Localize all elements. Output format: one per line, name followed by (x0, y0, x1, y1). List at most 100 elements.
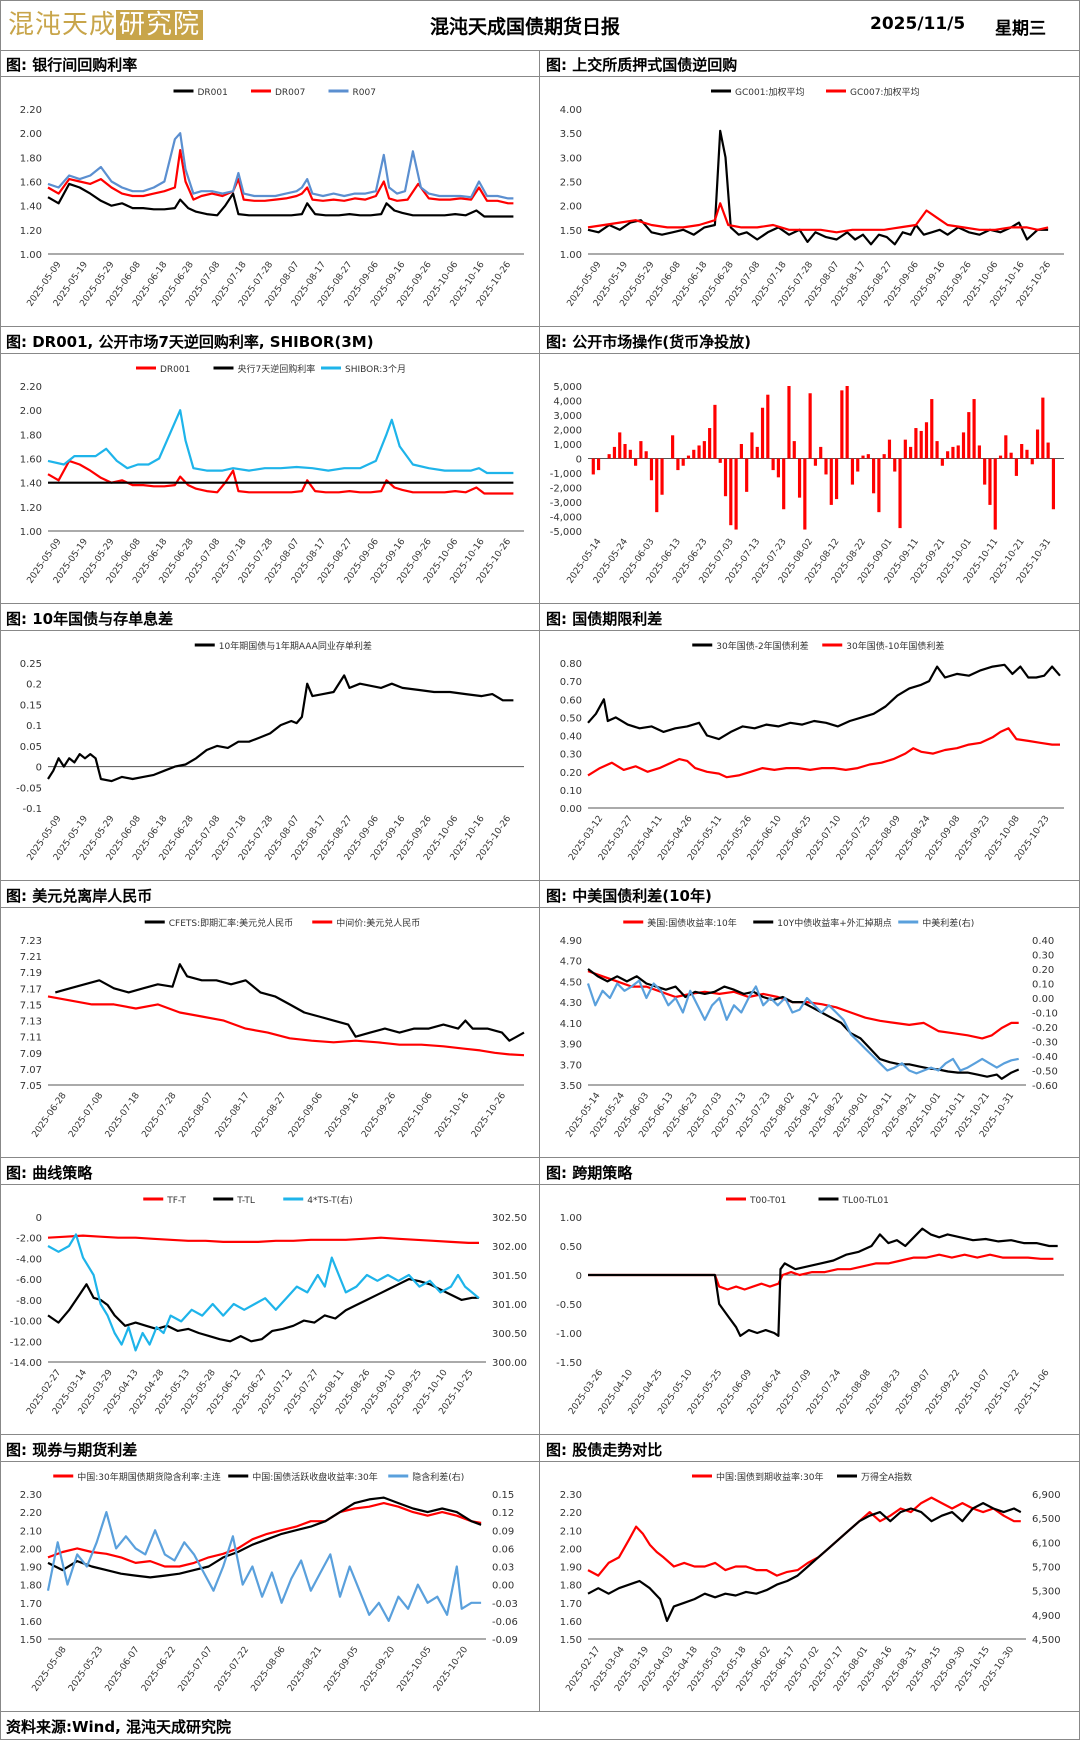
chart-panel-c6: 图: 国债期限利差 30年国债-2年国债利差 30年国债-10年国债利差 0.80 0.… (540, 604, 1080, 881)
title-divider (540, 353, 1080, 354)
y2-tick-label: -0.06 (492, 1617, 518, 1628)
chart-legend: GC001:加权平均 GC007:加权平均 (711, 86, 919, 98)
series-line (47, 1502, 482, 1568)
y-tick-label: 0.80 (560, 659, 582, 670)
y-tick-label: 0.50 (560, 1242, 582, 1253)
y2-tick-label: 0.00 (492, 1581, 514, 1592)
y2-tick-label: 0.15 (492, 1490, 514, 1501)
chart-svg: TF-T T-TL 4*TS-T(右) 0 -2.00 -4.00 -6.00 -8.00 -1… (10, 1194, 527, 1417)
chart-panel-c2: 图: 上交所质押式国债逆回购 GC001:加权平均 GC007:加权平均 4.00 3.… (540, 50, 1080, 327)
y-tick-label: -2.00 (16, 1234, 42, 1245)
bar (797, 458, 802, 498)
y-tick-label: -12.00 (10, 1337, 42, 1348)
bar (877, 458, 881, 513)
x-tick-label: 2025-10-20 (432, 1645, 470, 1694)
x-tick-label: 2025-06-07 (104, 1645, 142, 1694)
title-divider (0, 353, 539, 354)
y-tick-label: 1.90 (560, 1563, 582, 1574)
bar (903, 439, 907, 459)
chart-panel-c4: 图: 公开市场操作(货币净投放) 5,000 4,000 3,000 2,000 1,00… (540, 327, 1080, 604)
y-tick-label: 2.00 (20, 1544, 42, 1555)
chart-title: 图: 公开市场操作(货币净投放) (546, 333, 751, 351)
bar (961, 432, 966, 459)
chart-panel-c5: 图: 10年国债与存单息差 10年期国债与1年期AAA同业存单利差 0.25 0.2 0… (0, 604, 540, 881)
x-tick-label: 2025-09-05 (323, 1645, 361, 1694)
series-line (587, 968, 1020, 1080)
bar (591, 458, 595, 475)
y-tick-label: 7.19 (20, 968, 42, 979)
y-tick-label: 1.80 (560, 1581, 582, 1592)
series-line (47, 1234, 479, 1244)
chart-svg: 30年国债-2年国债利差 30年国债-10年国债利差 0.80 0.70 0.60 0.5… (560, 640, 1064, 863)
y2-tick-label: 0.10 (1032, 980, 1054, 991)
x-tick-label: 2025-09-26 (360, 1091, 398, 1140)
y-tick-label: 2.10 (560, 1526, 582, 1537)
y-tick-label: 0.15 (20, 700, 42, 711)
bar (697, 445, 701, 459)
title-divider (0, 907, 539, 908)
chart-svg: GC001:加权平均 GC007:加权平均 4.00 3.50 3.00 2.50 2.00… (560, 86, 1064, 309)
chart-title: 图: 上交所质押式国债逆回购 (546, 56, 738, 74)
chart-title: 图: 现券与期货利差 (6, 1441, 138, 1459)
chart-svg: 10年期国债与1年期AAA同业存单利差 0.25 0.2 0.15 0.1 0.05 0 -0… (16, 640, 524, 863)
bar (946, 451, 950, 459)
bar (686, 455, 691, 459)
y-tick-label: -14.00 (10, 1358, 42, 1369)
y-tick-label: 0.50 (560, 713, 582, 724)
chart-panel-c12: 图: 股债走势对比 中国:国债到期收益率:30年 万得全A指数 2.30 2.20 2.1… (540, 1435, 1080, 1712)
x-tick-label: 2025-08-07 (177, 1091, 215, 1140)
bar (1035, 429, 1040, 459)
y2-tick-label: 300.50 (492, 1329, 527, 1340)
bar (739, 444, 743, 459)
bar (972, 399, 976, 459)
bar (1025, 449, 1029, 459)
y-tick-label: 3.70 (560, 1060, 582, 1071)
y-tick-label: 1.40 (20, 202, 42, 213)
y-tick-label: 1.90 (20, 1563, 42, 1574)
bar (760, 407, 765, 459)
y-tick-label: 4.00 (560, 105, 582, 116)
y2-tick-label: -0.10 (1032, 1009, 1058, 1020)
bar (702, 441, 706, 459)
logo-text-boxed: 研究院 (116, 10, 204, 40)
x-tick-label: 2025-08-27 (250, 1091, 288, 1140)
legend-label: 10年期国债与1年期AAA同业存单利差 (219, 640, 372, 652)
title-divider (0, 630, 539, 631)
x-tick-label: 2025-07-08 (67, 1091, 105, 1140)
report-date: 2025/11/5 (870, 14, 966, 34)
x-tick-label: 2025-10-16 (433, 1091, 471, 1140)
x-tick-label: 2025-06-22 (140, 1645, 178, 1694)
chart-svg: 中国:30年期国债期货隐含利率:主连 中国:国债活跃收盘收益率:30年 隐含利差(右… (20, 1471, 518, 1694)
bar (893, 458, 897, 472)
page-title: 混沌天成国债期货日报 (430, 16, 621, 38)
y-tick-label: -0.05 (16, 783, 42, 794)
legend-label: T-TL (236, 1196, 255, 1206)
legend-label: 央行7天逆回购利率 (238, 363, 316, 375)
series-line (47, 182, 514, 218)
bar (766, 394, 770, 459)
y-tick-label: 1.00 (560, 250, 582, 261)
x-tick-label: 2025-10-06 (397, 1091, 435, 1140)
chart-title: 图: 10年国债与存单息差 (6, 610, 174, 628)
y2-tick-label: 0.09 (492, 1526, 514, 1537)
legend-label: DR001 (160, 365, 190, 375)
y-tick-label: 1.50 (560, 226, 582, 237)
y-tick-label: -1,000 (550, 469, 582, 480)
bar (681, 458, 685, 466)
y2-tick-label: -0.09 (492, 1635, 518, 1646)
bar (988, 458, 992, 505)
y-tick-label: 7.05 (20, 1081, 42, 1092)
bar (1014, 458, 1018, 476)
bar (951, 446, 955, 459)
y2-tick-label: -0.30 (1032, 1038, 1058, 1049)
y2-tick-label: 4,500 (1032, 1635, 1061, 1646)
bar (956, 445, 960, 459)
bar (856, 458, 860, 472)
y-tick-label: 2.30 (20, 1490, 42, 1501)
chart-legend: TF-T T-TL 4*TS-T(右) (143, 1194, 353, 1206)
y2-tick-label: 301.00 (492, 1300, 527, 1311)
bar (940, 458, 944, 466)
y-tick-label: 5,000 (553, 382, 582, 393)
y2-tick-label: 302.50 (492, 1213, 527, 1224)
title-divider (0, 1461, 539, 1462)
